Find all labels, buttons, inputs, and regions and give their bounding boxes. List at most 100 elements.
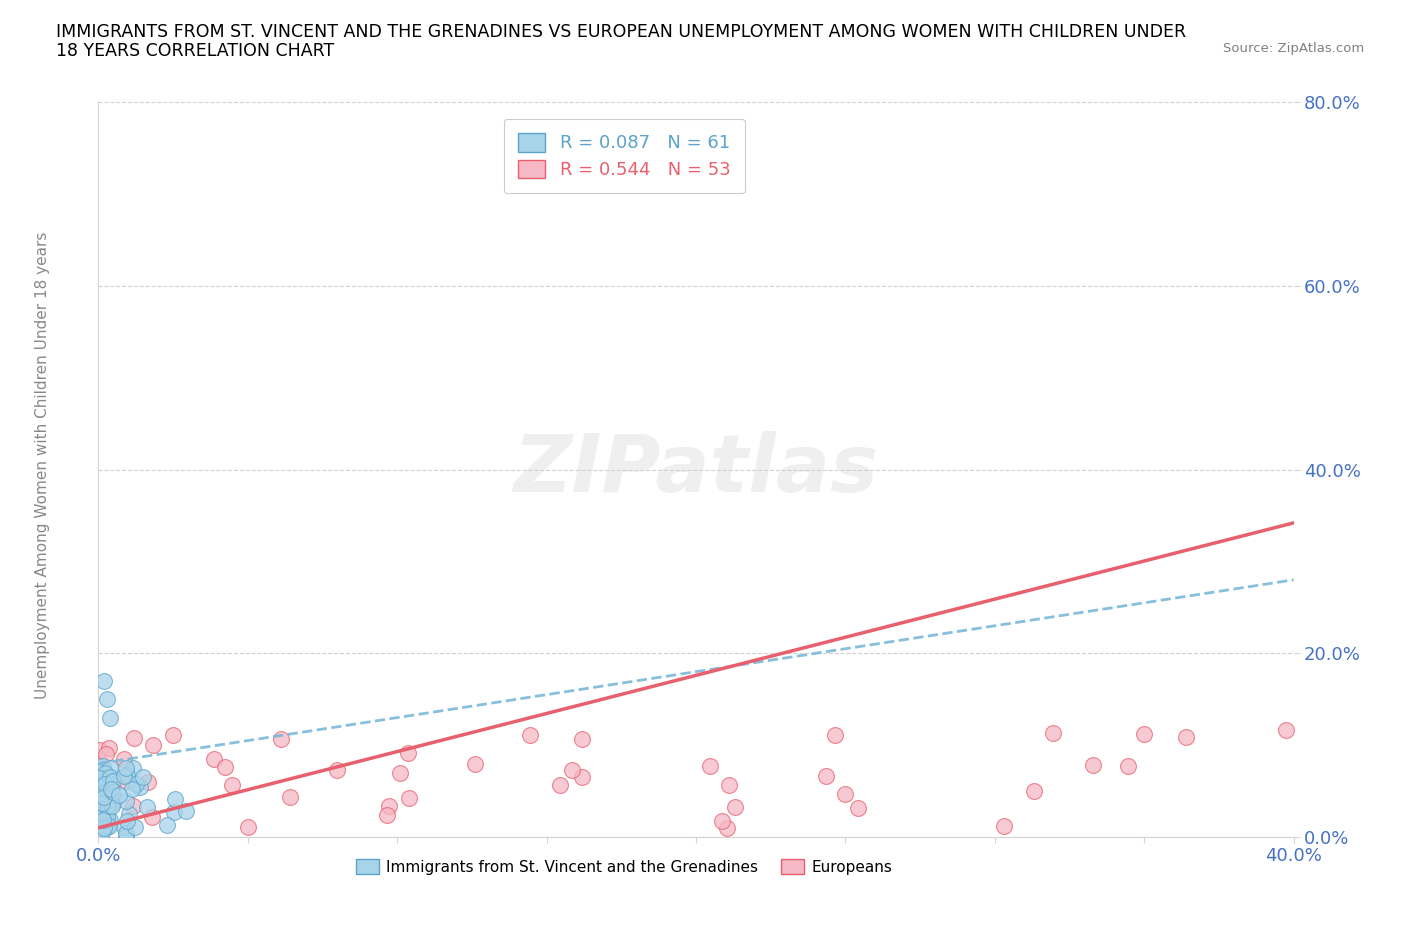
Point xyxy=(93,790,115,804)
Point xyxy=(141,810,163,825)
Point xyxy=(115,813,138,828)
Point xyxy=(91,759,114,774)
Point xyxy=(278,790,301,804)
Point xyxy=(375,807,398,822)
Point xyxy=(202,751,225,766)
Point xyxy=(571,770,593,785)
Point xyxy=(122,731,145,746)
Point xyxy=(548,777,571,792)
Point xyxy=(96,776,118,790)
Point xyxy=(94,794,117,809)
Point xyxy=(96,819,118,834)
Point xyxy=(107,788,129,803)
Point xyxy=(94,765,117,780)
Point xyxy=(142,737,165,752)
Point xyxy=(90,825,112,840)
Point xyxy=(93,807,115,822)
Point xyxy=(326,763,349,777)
Point xyxy=(103,793,125,808)
Point xyxy=(398,745,420,760)
Point xyxy=(94,768,117,783)
Point xyxy=(136,799,159,814)
Point xyxy=(101,774,124,789)
Point xyxy=(122,798,145,813)
Point xyxy=(1174,729,1197,744)
Point xyxy=(96,692,118,707)
Point xyxy=(129,780,152,795)
Point xyxy=(96,768,118,783)
Point xyxy=(1042,725,1064,740)
Point xyxy=(90,827,112,842)
Point xyxy=(101,799,124,814)
Point xyxy=(115,761,138,776)
Point xyxy=(96,783,118,798)
Point xyxy=(156,817,179,832)
Point xyxy=(112,820,135,835)
Point xyxy=(98,711,122,725)
Point xyxy=(93,820,115,835)
Point xyxy=(94,786,117,801)
Point xyxy=(94,776,117,790)
Point xyxy=(124,820,146,835)
Point xyxy=(162,727,184,742)
Point xyxy=(717,777,740,792)
Point xyxy=(91,796,114,811)
Point xyxy=(710,813,733,828)
Point xyxy=(101,785,124,800)
Point xyxy=(834,787,856,802)
Point xyxy=(89,805,111,820)
Point xyxy=(89,764,111,779)
Point xyxy=(90,795,112,810)
Point xyxy=(163,791,186,806)
Point xyxy=(97,771,120,786)
Text: 18 YEARS CORRELATION CHART: 18 YEARS CORRELATION CHART xyxy=(56,42,335,60)
Point xyxy=(91,795,114,810)
Text: ZIPatlas: ZIPatlas xyxy=(513,431,879,509)
Point xyxy=(163,804,186,819)
Text: Source: ZipAtlas.com: Source: ZipAtlas.com xyxy=(1223,42,1364,55)
Point xyxy=(101,797,124,812)
Point xyxy=(114,774,136,789)
Point xyxy=(1083,758,1105,773)
Point xyxy=(846,800,869,815)
Point xyxy=(112,769,135,784)
Point xyxy=(699,759,721,774)
Point xyxy=(561,763,583,777)
Point xyxy=(89,742,111,757)
Point xyxy=(221,777,243,792)
Point xyxy=(114,829,136,844)
Point xyxy=(389,765,412,780)
Point xyxy=(98,812,121,827)
Point xyxy=(1133,726,1156,741)
Point xyxy=(101,773,124,788)
Point xyxy=(93,785,115,800)
Point xyxy=(96,795,118,810)
Point xyxy=(114,826,136,841)
Point xyxy=(98,740,121,755)
Text: IMMIGRANTS FROM ST. VINCENT AND THE GRENADINES VS EUROPEAN UNEMPLOYMENT AMONG WO: IMMIGRANTS FROM ST. VINCENT AND THE GREN… xyxy=(56,23,1187,41)
Point xyxy=(96,771,118,786)
Point xyxy=(814,768,837,783)
Point xyxy=(1275,723,1298,737)
Point xyxy=(98,770,121,785)
Point xyxy=(1116,758,1139,773)
Point xyxy=(122,760,145,775)
Point xyxy=(716,820,738,835)
Point xyxy=(1024,784,1046,799)
Point xyxy=(214,760,236,775)
Point xyxy=(100,781,122,796)
Point xyxy=(132,769,155,784)
Point xyxy=(112,751,135,766)
Point xyxy=(270,732,292,747)
Point xyxy=(136,775,159,790)
Point xyxy=(519,727,541,742)
Point xyxy=(121,781,143,796)
Text: Unemployment Among Women with Children Under 18 years: Unemployment Among Women with Children U… xyxy=(35,232,49,698)
Point xyxy=(97,798,120,813)
Point xyxy=(87,786,110,801)
Point xyxy=(97,818,120,833)
Point xyxy=(993,818,1015,833)
Point xyxy=(118,807,141,822)
Point xyxy=(96,773,118,788)
Legend: Immigrants from St. Vincent and the Grenadines, Europeans: Immigrants from St. Vincent and the Gren… xyxy=(350,853,898,881)
